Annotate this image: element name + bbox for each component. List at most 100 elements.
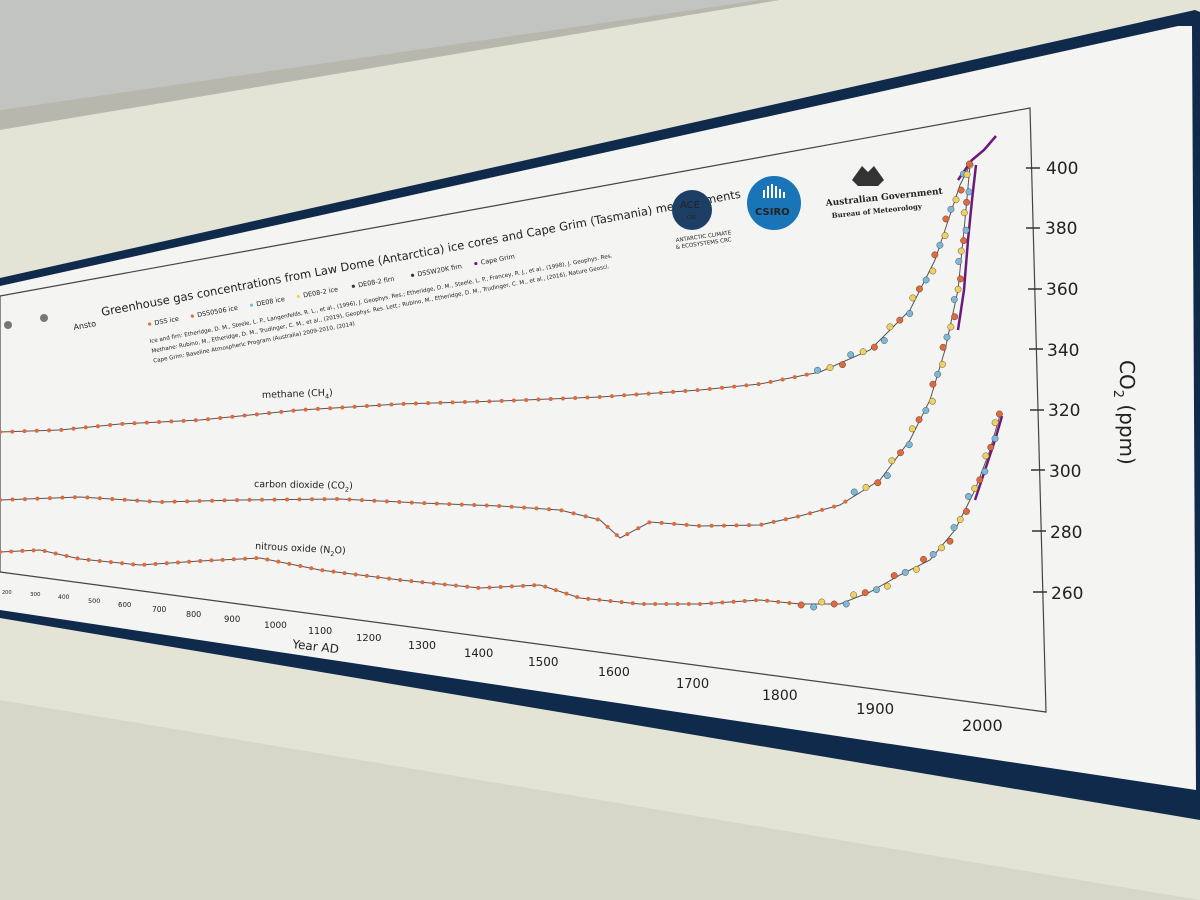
methane-data-point	[10, 429, 15, 434]
methane-data-point	[413, 401, 418, 406]
co2-data-point	[235, 498, 240, 503]
methane-data-point	[906, 310, 914, 317]
methane-data-point	[59, 427, 64, 432]
n2o-data-point	[890, 572, 898, 580]
crest-logo-1	[4, 321, 12, 329]
methane-data-point	[206, 417, 211, 422]
n2o-data-point	[946, 537, 954, 545]
methane-data-point	[218, 415, 223, 420]
methane-data-point	[462, 400, 467, 405]
co2-data-point	[22, 497, 27, 502]
co2-data-point	[955, 258, 963, 265]
methane-data-point	[291, 408, 296, 413]
methane-label: methane (CH4)	[262, 388, 333, 403]
n2o-data-point	[187, 559, 192, 564]
legend-marker	[148, 322, 152, 326]
co2-cape-grim-trace	[956, 164, 978, 331]
methane-data-point	[896, 316, 904, 324]
co2-data-point	[97, 496, 102, 501]
svg-text:CRC: CRC	[687, 215, 698, 221]
n2o-data-point	[963, 508, 970, 515]
co2-data-point	[0, 498, 2, 502]
n2o-data-point	[797, 601, 805, 609]
co2-data-point	[372, 498, 377, 503]
n2o-data-point	[675, 602, 680, 606]
methane-data-point	[95, 424, 100, 429]
n2o-data-point	[753, 598, 758, 603]
x-tick-label: 600	[118, 601, 131, 609]
n2o-data-point	[991, 419, 999, 427]
x-tick-label: 1900	[856, 700, 894, 718]
methane-data-point	[499, 398, 504, 403]
x-tick-label: 1600	[598, 664, 630, 679]
y-tick-label: 280	[1050, 523, 1082, 543]
co2-data-point	[359, 498, 364, 503]
co2-data-point	[888, 457, 896, 465]
left-logos: Ansto	[4, 314, 97, 332]
methane-data-point	[634, 392, 639, 397]
methane-data-point	[707, 387, 712, 392]
n2o-data-point	[108, 560, 113, 565]
n2o-data-point	[409, 579, 414, 584]
n2o-data-point	[453, 583, 458, 588]
co2-data-point	[915, 416, 923, 424]
x-tick-label: 1300	[408, 639, 436, 652]
n2o-data-point	[830, 600, 838, 608]
n2o-data-point	[686, 602, 691, 606]
co2-data-point	[210, 498, 215, 503]
co2-data-point	[957, 247, 965, 255]
y-tick-labels: 400 380 360 340 320 300 280 260	[1045, 159, 1083, 604]
methane-data-point	[450, 400, 455, 405]
n2o-data-point	[20, 548, 25, 553]
methane-data-point	[487, 399, 492, 404]
methane-data-point	[47, 428, 52, 433]
n2o-cape-grim-trace	[973, 415, 1004, 501]
methane-data-point	[859, 348, 867, 356]
n2o-data-point	[996, 410, 1003, 418]
methane-data-point	[931, 251, 939, 259]
floor-shadow	[0, 700, 1200, 900]
methane-data-point	[792, 375, 797, 380]
x-tick-labels: 200 300 400 500 600 700 800 900 1000 1100 1200 1300…	[2, 590, 1003, 735]
n2o-data-point	[619, 600, 624, 605]
ansto-logo: Ansto	[73, 319, 97, 332]
co2-data-point	[897, 449, 904, 457]
co2-data-point	[928, 397, 936, 405]
n2o-curve	[0, 414, 1001, 605]
co2-label: carbon dioxide (CO2)	[254, 479, 353, 494]
n2o-data-point	[97, 558, 102, 563]
co2-data-point	[347, 497, 352, 502]
co2-data-point	[10, 497, 15, 502]
co2-data-point	[659, 520, 664, 525]
methane-data-point	[622, 393, 627, 398]
co2-data-point	[709, 523, 714, 528]
co2-data-point	[939, 343, 947, 351]
methane-data-point	[181, 418, 186, 423]
methane-data-point	[941, 232, 949, 239]
co2-data-point	[522, 505, 527, 510]
methane-data-point	[847, 351, 855, 359]
co2-data-point	[85, 495, 90, 500]
co2-data-point	[447, 502, 452, 507]
n2o-data-point	[276, 559, 281, 564]
n2o-data-point	[913, 565, 920, 573]
n2o-data-point	[965, 493, 972, 500]
x-tick-label: 1200	[356, 633, 381, 644]
n2o-data-point	[987, 443, 995, 451]
n2o-data-point	[398, 578, 403, 583]
co2-data-point	[966, 160, 973, 168]
n2o-data-point	[86, 557, 91, 562]
methane-data-point	[936, 241, 944, 249]
n2o-data-point	[873, 586, 880, 594]
co2-data-point	[559, 508, 564, 513]
n2o-data-point	[431, 581, 436, 586]
co2-data-point	[850, 488, 858, 496]
n2o-data-point	[818, 598, 826, 606]
methane-data-point	[560, 396, 565, 401]
gas-curves	[0, 135, 1004, 611]
co2-data-point	[110, 497, 115, 502]
co2-data-point	[509, 504, 514, 509]
methane-data-point	[683, 389, 688, 394]
methane-data-point	[144, 420, 149, 425]
